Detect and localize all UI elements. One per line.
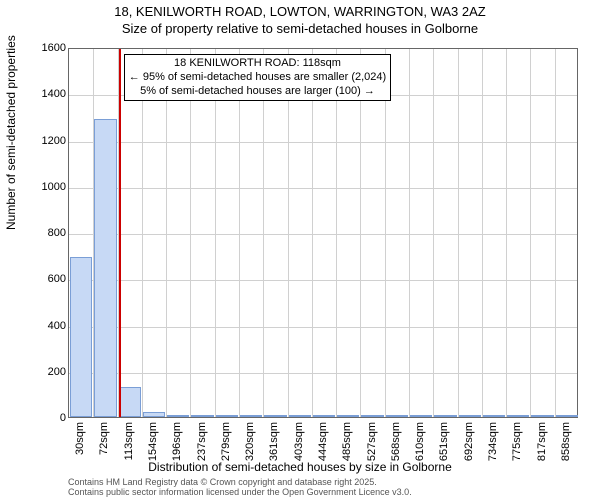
gridline-v: [385, 49, 386, 417]
histogram-bar: [434, 415, 456, 417]
histogram-bar: [386, 415, 408, 417]
y-tick-label: 1400: [26, 88, 66, 100]
gridline-v: [336, 49, 337, 417]
histogram-bar: [264, 415, 286, 417]
gridline-v: [239, 49, 240, 417]
x-tick-label: 651sqm: [438, 422, 450, 461]
x-tick-label: 237sqm: [196, 422, 208, 461]
x-tick-label: 485sqm: [341, 422, 353, 461]
gridline-v: [142, 49, 143, 417]
x-tick-label: 692sqm: [463, 422, 475, 461]
histogram-bar: [483, 415, 505, 417]
histogram-bar: [289, 415, 311, 417]
histogram-bar: [143, 412, 165, 417]
gridline-v: [433, 49, 434, 417]
histogram-bar: [94, 119, 116, 417]
y-tick-label: 0: [26, 412, 66, 424]
gridline-v: [555, 49, 556, 417]
x-tick-label: 320sqm: [244, 422, 256, 461]
gridline-h: [69, 280, 577, 281]
x-tick-label: 361sqm: [268, 422, 280, 461]
annotation-line1: 18 KENILWORTH ROAD: 118sqm: [129, 57, 386, 71]
gridline-v: [530, 49, 531, 417]
x-tick-label: 610sqm: [414, 422, 426, 461]
histogram-bar: [191, 415, 213, 417]
x-tick-label: 154sqm: [147, 422, 159, 461]
gridline-v: [263, 49, 264, 417]
x-tick-label: 817sqm: [536, 422, 548, 461]
x-tick-label: 403sqm: [293, 422, 305, 461]
y-tick-label: 800: [26, 227, 66, 239]
histogram-bar: [240, 415, 262, 417]
gridline-h: [69, 234, 577, 235]
gridline-v: [215, 49, 216, 417]
gridline-v: [409, 49, 410, 417]
y-tick-label: 400: [26, 320, 66, 332]
y-tick-label: 200: [26, 366, 66, 378]
histogram-bar: [410, 415, 432, 417]
y-axis-label: Number of semi-detached properties: [4, 35, 18, 230]
gridline-v: [166, 49, 167, 417]
x-tick-label: 858sqm: [560, 422, 572, 461]
gridline-h: [69, 373, 577, 374]
gridline-v: [506, 49, 507, 417]
x-tick-label: 279sqm: [220, 422, 232, 461]
x-tick-label: 72sqm: [98, 422, 110, 455]
chart-title: 18, KENILWORTH ROAD, LOWTON, WARRINGTON,…: [0, 0, 600, 38]
gridline-v: [190, 49, 191, 417]
histogram-bar: [216, 415, 238, 417]
gridline-v: [288, 49, 289, 417]
histogram-bar: [313, 415, 335, 417]
y-tick-label: 1200: [26, 135, 66, 147]
y-tick-label: 1000: [26, 181, 66, 193]
x-tick-label: 30sqm: [74, 422, 86, 455]
histogram-bar: [459, 415, 481, 417]
histogram-bar: [119, 387, 141, 417]
histogram-bar: [531, 415, 553, 417]
gridline-h: [69, 142, 577, 143]
x-tick-label: 113sqm: [123, 422, 135, 460]
x-tick-label: 196sqm: [171, 422, 183, 461]
y-tick-label: 1600: [26, 42, 66, 54]
footer-line2: Contains public sector information licen…: [68, 488, 412, 498]
histogram-bar: [167, 415, 189, 417]
histogram-bar: [70, 257, 92, 417]
footer: Contains HM Land Registry data © Crown c…: [68, 478, 412, 498]
histogram-bar: [556, 415, 578, 417]
x-axis-label: Distribution of semi-detached houses by …: [0, 460, 600, 474]
gridline-v: [458, 49, 459, 417]
gridline-h: [69, 327, 577, 328]
x-tick-label: 734sqm: [487, 422, 499, 461]
reference-line: [119, 49, 121, 417]
x-tick-label: 775sqm: [511, 422, 523, 461]
title-line1: 18, KENILWORTH ROAD, LOWTON, WARRINGTON,…: [0, 4, 600, 21]
gridline-v: [360, 49, 361, 417]
x-tick-label: 444sqm: [317, 422, 329, 461]
annotation-line2: ← 95% of semi-detached houses are smalle…: [129, 71, 386, 85]
x-tick-label: 568sqm: [390, 422, 402, 461]
gridline-v: [482, 49, 483, 417]
histogram-bar: [337, 415, 359, 417]
annotation-line3: 5% of semi-detached houses are larger (1…: [129, 85, 386, 99]
gridline-h: [69, 188, 577, 189]
x-tick-label: 527sqm: [366, 422, 378, 461]
annotation-box: 18 KENILWORTH ROAD: 118sqm ← 95% of semi…: [124, 54, 391, 101]
histogram-bar: [361, 415, 383, 417]
title-line2: Size of property relative to semi-detach…: [0, 21, 600, 38]
plot-area: [68, 48, 578, 418]
gridline-v: [312, 49, 313, 417]
y-tick-label: 600: [26, 273, 66, 285]
histogram-bar: [507, 415, 529, 417]
